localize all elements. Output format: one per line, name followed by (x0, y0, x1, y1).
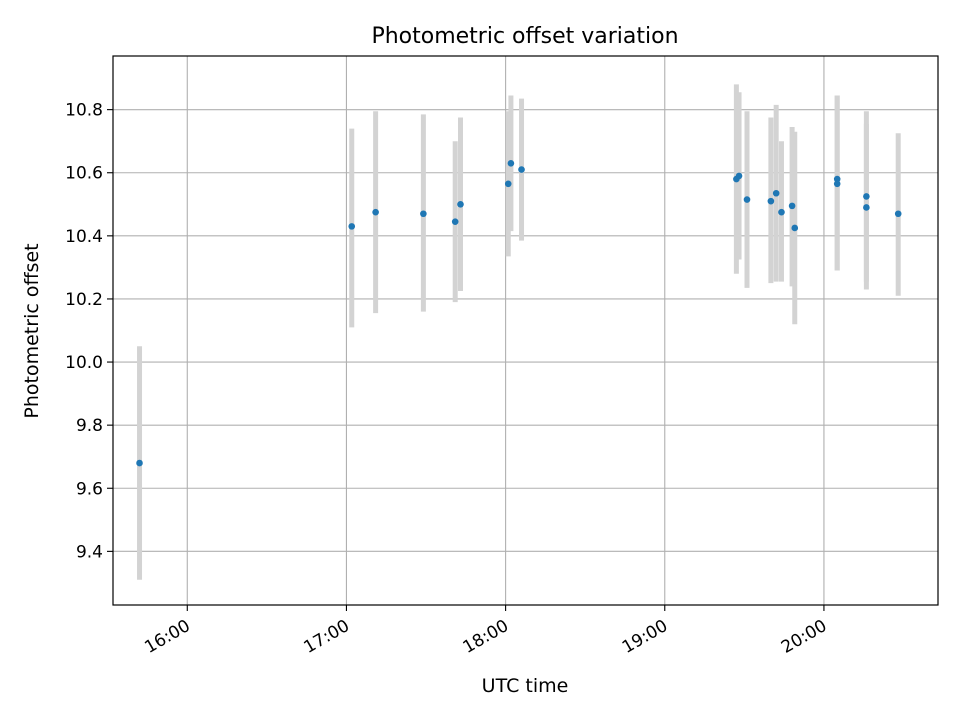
y-tick-label: 10.0 (65, 353, 103, 373)
y-tick-label: 10.6 (65, 164, 103, 184)
data-point (504, 180, 512, 188)
data-point (863, 193, 870, 200)
data-point (457, 200, 464, 208)
data-point (894, 210, 902, 218)
data-point (767, 197, 775, 205)
data-point (372, 208, 379, 216)
y-tick-label: 10.4 (65, 227, 103, 247)
data-point (743, 196, 751, 203)
data-point (778, 208, 785, 216)
y-tick-label: 10.2 (65, 290, 103, 310)
grid-lines (113, 56, 938, 605)
data-point (507, 159, 515, 167)
data-point (833, 175, 841, 183)
data-point (863, 204, 870, 211)
data-point (518, 166, 525, 173)
data-point (772, 189, 780, 197)
data-point (451, 218, 459, 225)
data-point (420, 210, 427, 218)
data-point (136, 459, 143, 467)
data-point (833, 180, 841, 188)
y-axis-label: Photometric offset (21, 243, 43, 418)
chart-title: Photometric offset variation (371, 24, 678, 49)
data-point (788, 202, 796, 210)
y-tick-label: 10.8 (65, 101, 103, 121)
data-point (791, 224, 799, 232)
data-points (136, 159, 902, 467)
y-axis-ticks: 9.4 9.6 9.8 10.0 10.2 10.4 10.6 10.8 (65, 101, 113, 562)
x-axis-label: UTC time (482, 675, 569, 697)
y-tick-label: 9.6 (76, 479, 103, 499)
y-tick-label: 9.4 (76, 542, 103, 562)
data-point (735, 172, 743, 180)
y-tick-label: 9.8 (76, 416, 103, 436)
data-point (348, 223, 356, 230)
plot-area-frame (112, 55, 939, 606)
